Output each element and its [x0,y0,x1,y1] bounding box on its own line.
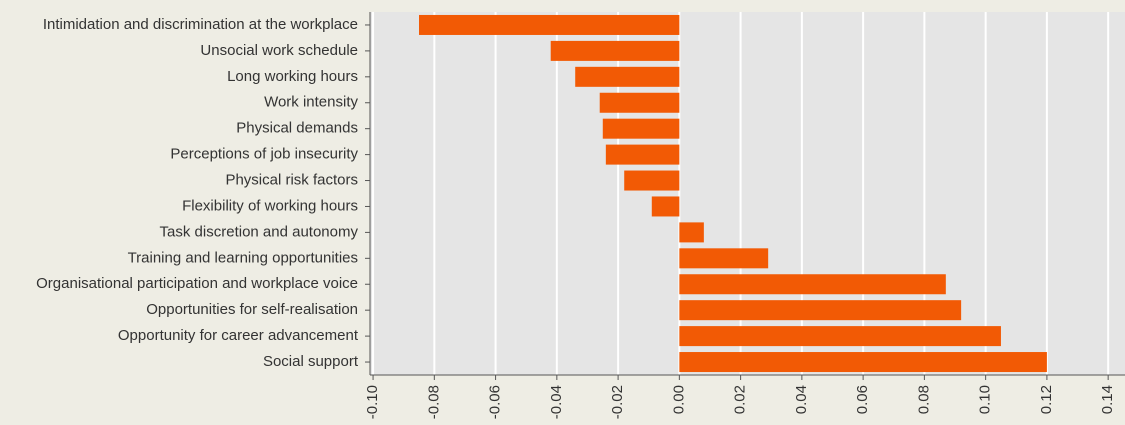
y-tick-label: Opportunity for career advancement [118,327,359,344]
bar [679,352,1047,373]
bar [651,196,680,217]
x-tick-label: 0.02 [732,385,749,414]
bar [419,14,680,35]
y-tick-label: Intimidation and discrimination at the w… [43,16,358,33]
y-tick-label: Training and learning opportunities [128,249,358,266]
x-tick-label: -0.04 [548,385,565,419]
bar [679,300,962,321]
y-tick-label: Flexibility of working hours [182,197,358,214]
y-tick-label: Unsocial work schedule [200,42,358,59]
y-tick-label: Social support [263,353,359,370]
bar [605,144,680,165]
x-tick-label: 0.12 [1038,385,1055,414]
bar [679,248,769,269]
bar [679,274,946,295]
y-tick-label: Physical risk factors [225,172,358,189]
x-tick-label: -0.10 [364,385,381,419]
x-tick-label: 0.14 [1099,385,1116,414]
x-tick-label: 0.00 [670,385,687,414]
bar [679,222,704,243]
x-tick-label: 0.04 [793,385,810,414]
bar [599,92,680,113]
x-tick-label: -0.06 [487,385,504,419]
x-tick-label: 0.10 [977,385,994,414]
y-tick-label: Perceptions of job insecurity [170,146,358,163]
x-tick-label: 0.06 [854,385,871,414]
bar [602,118,680,139]
y-tick-label: Opportunities for self-realisation [146,301,358,318]
bar [575,66,680,87]
bar [550,40,680,61]
x-tick-label: 0.08 [915,385,932,414]
plot-area [370,12,1125,375]
y-tick-label: Task discretion and autonomy [160,223,359,240]
x-tick-label: -0.02 [609,385,626,419]
y-tick-label: Long working hours [227,68,358,85]
y-tick-label: Physical demands [236,120,358,137]
bar [624,170,680,191]
x-tick-label: -0.08 [425,385,442,419]
y-tick-label: Work intensity [264,94,358,111]
y-tick-label: Organisational participation and workpla… [36,275,358,292]
bar [679,326,1001,347]
